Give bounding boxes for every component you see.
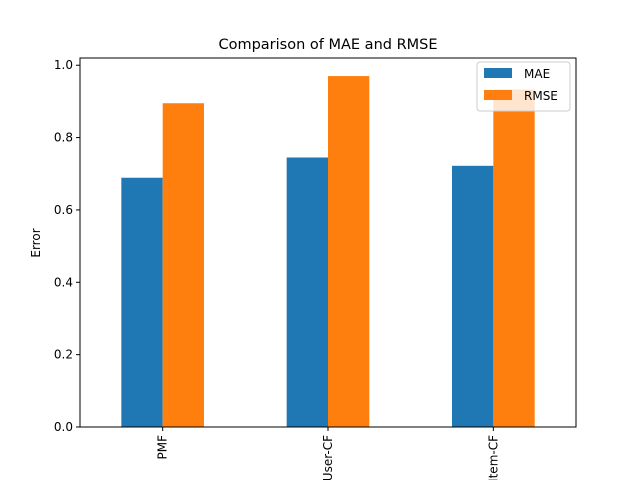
legend-swatch-rmse xyxy=(484,90,512,100)
x-tick-label: Item-CF xyxy=(486,435,500,480)
bar-rmse-item-cf xyxy=(493,89,535,428)
y-tick-label: 1.0 xyxy=(54,58,73,72)
legend: MAE RMSE xyxy=(476,61,571,112)
legend-swatch-mae xyxy=(484,68,512,78)
y-tick-label: 0.8 xyxy=(54,131,73,145)
bar-mae-item-cf xyxy=(452,165,494,427)
bar-mae-user-cf xyxy=(286,157,328,427)
y-tick-label: 0.6 xyxy=(54,203,73,217)
y-tick-label: 0.0 xyxy=(54,420,73,434)
plot-area: 0.0 0.2 0.4 0.6 0.8 1.0 PMF User-CF Item-CF xyxy=(54,57,577,480)
chart-title: Comparison of MAE and RMSE xyxy=(218,37,437,53)
y-tick-label: 0.4 xyxy=(54,275,73,289)
x-axis-ticks: PMF User-CF Item-CF xyxy=(156,427,500,480)
legend-label-rmse: RMSE xyxy=(524,89,558,103)
y-axis-label: Error xyxy=(29,228,43,257)
y-tick-label: 0.2 xyxy=(54,348,73,362)
bar-rmse-user-cf xyxy=(328,76,370,428)
bar-rmse-pmf xyxy=(162,103,204,428)
x-tick-label: User-CF xyxy=(321,435,335,480)
bars-group xyxy=(121,76,535,428)
x-tick-label: PMF xyxy=(156,435,170,460)
bar-mae-pmf xyxy=(121,177,163,427)
y-axis-ticks: 0.0 0.2 0.4 0.6 0.8 1.0 xyxy=(54,58,80,434)
legend-label-mae: MAE xyxy=(524,67,550,81)
